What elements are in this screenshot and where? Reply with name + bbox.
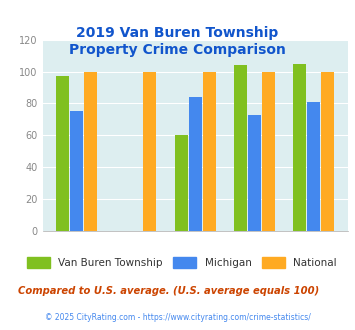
Bar xyxy=(175,135,188,231)
Legend: Van Buren Township, Michigan, National: Van Buren Township, Michigan, National xyxy=(23,253,341,272)
Bar xyxy=(321,72,334,231)
Bar xyxy=(189,97,202,231)
Bar xyxy=(84,72,97,231)
Bar xyxy=(203,72,216,231)
Bar xyxy=(248,115,261,231)
Bar xyxy=(234,65,247,231)
Text: © 2025 CityRating.com - https://www.cityrating.com/crime-statistics/: © 2025 CityRating.com - https://www.city… xyxy=(45,313,310,322)
Bar xyxy=(293,64,306,231)
Bar xyxy=(143,72,157,231)
Bar xyxy=(262,72,275,231)
Bar xyxy=(56,76,70,231)
Text: Compared to U.S. average. (U.S. average equals 100): Compared to U.S. average. (U.S. average … xyxy=(18,286,319,296)
Text: 2019 Van Buren Township
Property Crime Comparison: 2019 Van Buren Township Property Crime C… xyxy=(69,26,286,57)
Bar xyxy=(70,112,83,231)
Bar xyxy=(307,102,320,231)
